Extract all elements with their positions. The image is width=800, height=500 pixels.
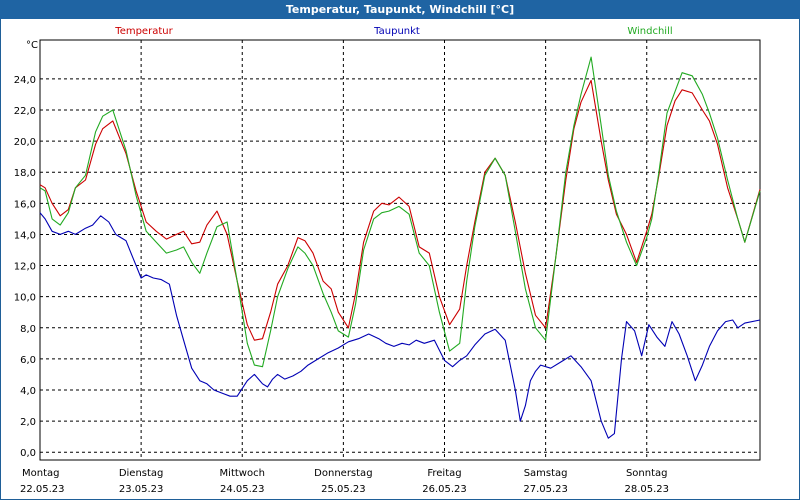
series-line-windchill [39,56,761,368]
x-tick-date: 28.05.23 [624,484,669,495]
series-line-temperatur [39,79,761,341]
x-tick-day: Donnerstag [314,468,372,479]
series-line-taupunkt [39,212,761,439]
y-tick-label: 14,0 [14,230,36,241]
window-title: Temperatur, Taupunkt, Windchill [°C] [0,0,800,19]
series-group [39,56,761,439]
y-tick-label: 24,0 [14,75,36,86]
x-tick-date: 26.05.23 [422,484,467,495]
y-tick-label: 4,0 [20,386,36,397]
y-tick-label: 12,0 [14,262,36,273]
x-tick-date: 27.05.23 [523,484,568,495]
y-tick-label: 16,0 [14,199,36,210]
x-tick-date: 25.05.23 [321,484,366,495]
x-tick-date: 24.05.23 [220,484,265,495]
x-tick-date: 23.05.23 [119,484,164,495]
y-tick-label: 0,0 [20,448,36,459]
x-ticks: Montag 22.05.23 Dienstag 23.05.23 Mittwoch 24… [20,468,669,495]
x-tick-day: Freitag [427,468,461,479]
y-axis-label: °C [26,40,38,51]
y-ticks: 0,0 2,0 4,0 6,0 8,0 10,0 12,0 14,0 16,0 18,0 20,0 2… [14,75,36,459]
y-tick-label: 2,0 [20,417,36,428]
legend-taupunkt: Taupunkt [373,26,420,37]
x-tick-day: Sonntag [626,468,668,479]
x-tick-day: Mittwoch [220,468,265,479]
y-tick-label: 10,0 [14,293,36,304]
y-tick-label: 20,0 [14,137,36,148]
y-tick-label: 8,0 [20,324,36,335]
x-tick-date: 22.05.23 [20,484,65,495]
y-tick-label: 18,0 [14,168,36,179]
grid [40,40,760,460]
y-tick-label: 6,0 [20,355,36,366]
legend-temperatur: Temperatur [114,26,173,37]
x-tick-day: Samstag [524,468,568,479]
legend-windchill: Windchill [627,26,672,37]
x-tick-day: Montag [22,468,59,479]
plot-area [39,39,761,461]
y-tick-label: 22,0 [14,106,36,117]
x-tick-day: Dienstag [119,468,164,479]
